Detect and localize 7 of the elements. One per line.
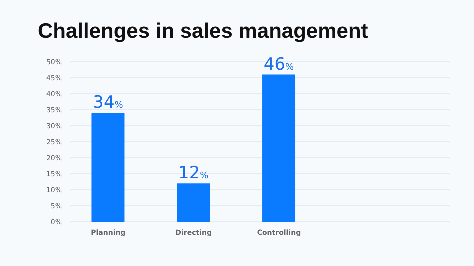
bar [177, 184, 210, 222]
bar [262, 74, 296, 222]
chart-title: Challenges in sales management [38, 20, 368, 44]
data-label: 34% [93, 93, 124, 114]
data-label: 12% [178, 164, 210, 184]
data-label: 46% [264, 54, 295, 75]
bar [92, 113, 125, 222]
